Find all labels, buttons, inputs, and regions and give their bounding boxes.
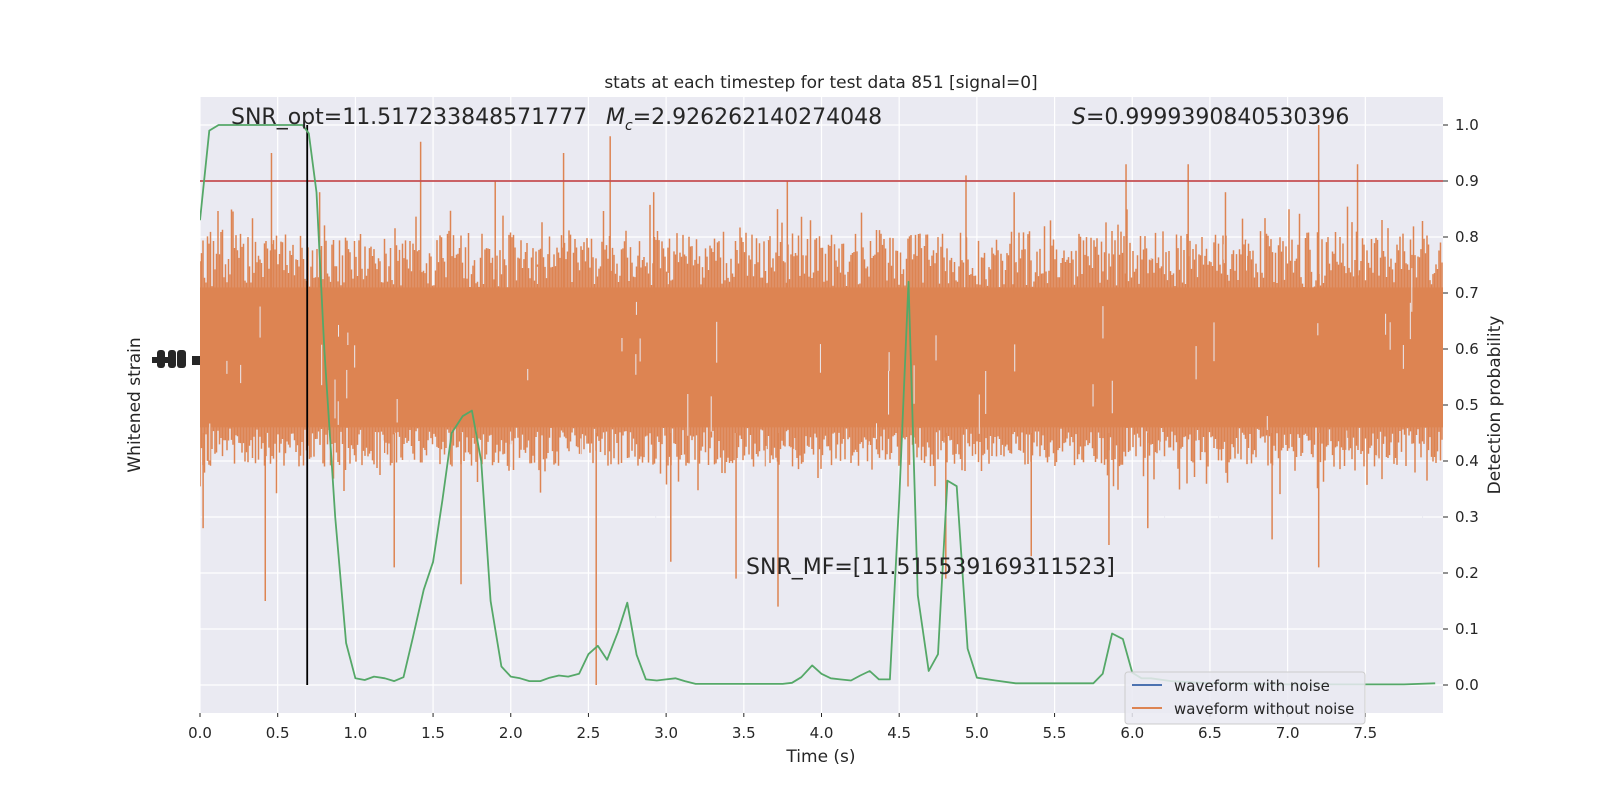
legend-box [1124, 671, 1366, 725]
legend-label-with-noise: waveform with noise [1174, 677, 1330, 695]
right-tick-label: 0.5 [1455, 396, 1479, 414]
s-value: =0.9999390840530396 [1086, 105, 1349, 130]
x-tick-label: 3.0 [654, 724, 678, 742]
right-axis-ticks: 0.0 0.1 0.2 0.3 0.4 0.5 0.6 0.7 0.8 0.9 1.0 [1443, 116, 1479, 694]
right-tick-label: 0.4 [1455, 452, 1479, 470]
x-axis-ticks: 0.0 0.5 1.0 1.5 2.0 2.5 3.0 3.5 4.0 4.5 5.0 5.5 6.0 6… [188, 713, 1377, 742]
chirp-mass-subscript: c [625, 118, 633, 134]
s-symbol: S [1072, 105, 1086, 130]
reference-lines [200, 125, 1443, 685]
left-tick-blob [192, 356, 200, 365]
left-tick-blob [157, 350, 165, 368]
right-tick-label: 0.0 [1455, 676, 1479, 694]
right-tick-label: 0.8 [1455, 228, 1479, 246]
series-layer [200, 124, 1436, 686]
x-tick-label: 0.0 [188, 724, 212, 742]
chirp-mass-value: =2.926262140274048 [633, 105, 882, 130]
chart-title: stats at each timestep for test data 851… [604, 73, 1037, 93]
right-tick-label: 0.6 [1455, 340, 1479, 358]
s-annotation: S=0.9999390840530396 [1072, 105, 1349, 130]
x-tick-label: 0.5 [266, 724, 290, 742]
x-tick-label: 4.0 [810, 724, 834, 742]
left-axis-label: Whitened strain [125, 337, 145, 472]
x-tick-label: 6.0 [1120, 724, 1144, 742]
x-tick-label: 2.0 [499, 724, 523, 742]
x-tick-label: 2.5 [577, 724, 601, 742]
right-axis-label: Detection probability [1485, 316, 1505, 495]
x-tick-label: 6.5 [1198, 724, 1222, 742]
whitened-strain-noise [200, 125, 1443, 685]
x-tick-label: 1.0 [343, 724, 367, 742]
chirp-mass-annotation: Mc=2.926262140274048 [606, 105, 882, 134]
right-tick-label: 0.7 [1455, 284, 1479, 302]
left-axis-overlapping-ticks [152, 350, 200, 368]
left-tick-blob [177, 350, 186, 368]
x-tick-label: 3.5 [732, 724, 756, 742]
right-tick-label: 0.2 [1455, 564, 1479, 582]
legend: waveform with noise waveform without noi… [1124, 671, 1366, 725]
x-axis-label: Time (s) [785, 747, 855, 767]
x-tick-label: 7.5 [1353, 724, 1377, 742]
x-tick-label: 5.5 [1043, 724, 1067, 742]
x-tick-label: 7.0 [1276, 724, 1300, 742]
right-tick-label: 0.9 [1455, 172, 1479, 190]
right-tick-label: 0.1 [1455, 620, 1479, 638]
detection-probability-line [200, 124, 1436, 686]
x-tick-label: 1.5 [421, 724, 445, 742]
left-tick-blob [168, 350, 176, 368]
x-tick-label: 5.0 [965, 724, 989, 742]
legend-label-without-noise: waveform without noise [1174, 700, 1354, 718]
right-tick-label: 0.3 [1455, 508, 1479, 526]
right-tick-label: 1.0 [1455, 116, 1479, 134]
x-tick-label: 4.5 [887, 724, 911, 742]
snr-mf-annotation: SNR_MF=[11.515539169311523] [746, 555, 1115, 580]
snr-opt-annotation: SNR_opt=11.517233848571777 [231, 105, 587, 130]
chirp-mass-symbol: M [606, 105, 625, 130]
